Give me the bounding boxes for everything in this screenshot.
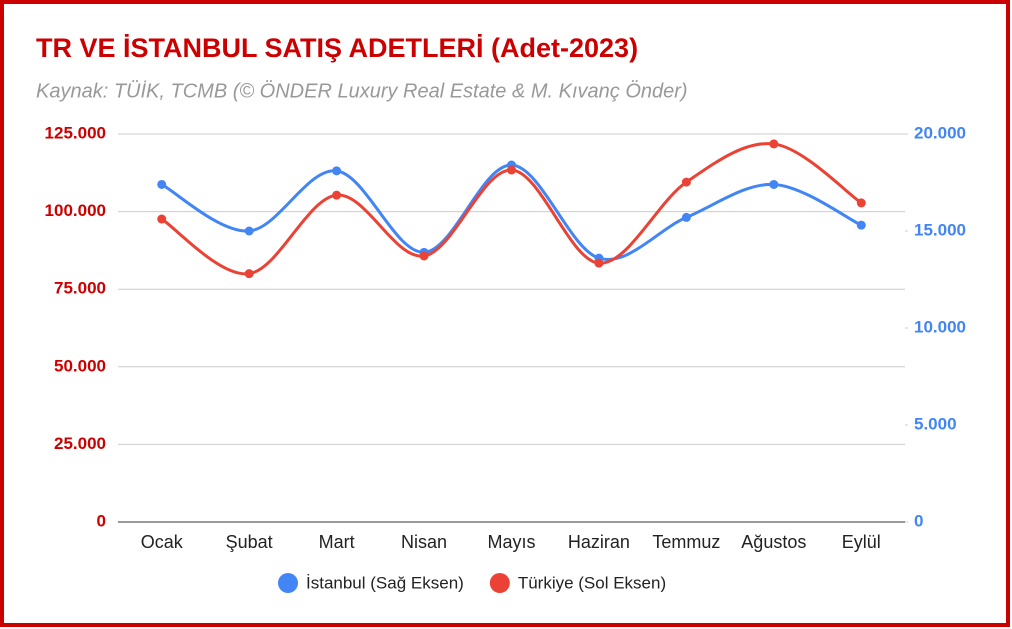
point — [681, 212, 691, 222]
point — [856, 220, 866, 230]
x-tick-label: Temmuz — [652, 532, 720, 552]
x-tick-label: Mayıs — [487, 532, 535, 552]
point — [419, 251, 429, 261]
chart-subtitle: Kaynak: TÜİK, TCMB (© ÖNDER Luxury Real … — [36, 80, 688, 102]
point — [332, 166, 342, 176]
x-tick-label: Mart — [319, 532, 355, 552]
chart-title: TR VE İSTANBUL SATIŞ ADETLERİ (Adet-2023… — [36, 33, 638, 63]
point — [507, 165, 516, 175]
series-line — [160, 163, 862, 261]
point — [769, 139, 779, 149]
y2-tick-label: 20.000 — [914, 123, 966, 142]
point — [157, 214, 167, 224]
legend-label: İstanbul (Sağ Eksen) — [306, 573, 464, 592]
y-tick-label: 25.000 — [54, 434, 106, 453]
x-tick-label: Haziran — [568, 532, 630, 552]
y2-tick-label: 5.000 — [914, 414, 957, 433]
legend-marker — [489, 573, 510, 593]
point — [769, 179, 779, 189]
y-tick-label: 125.000 — [45, 123, 106, 142]
y-tick-label: 100.000 — [45, 201, 106, 220]
x-tick-label: Ağustos — [741, 532, 806, 552]
point — [157, 179, 167, 189]
point — [856, 198, 866, 208]
y2-tick-label: 15.000 — [914, 220, 966, 239]
point — [244, 269, 254, 279]
point — [332, 190, 342, 200]
x-tick-label: Eylül — [842, 532, 881, 552]
point — [594, 258, 604, 268]
x-tick-label: Ocak — [141, 532, 184, 552]
legend-label: Türkiye (Sol Eksen) — [518, 573, 666, 592]
y-tick-label: 50.000 — [54, 356, 106, 375]
y-tick-label: 75.000 — [54, 279, 106, 298]
legend-marker — [278, 573, 298, 593]
y2-tick-label: 0 — [914, 511, 923, 530]
y2-tick-label: 10.000 — [914, 317, 966, 336]
x-tick-label: Nisan — [401, 532, 447, 552]
x-tick-label: Şubat — [226, 532, 273, 552]
point — [681, 177, 691, 187]
y-tick-label: 0 — [97, 511, 106, 530]
point — [244, 226, 254, 236]
